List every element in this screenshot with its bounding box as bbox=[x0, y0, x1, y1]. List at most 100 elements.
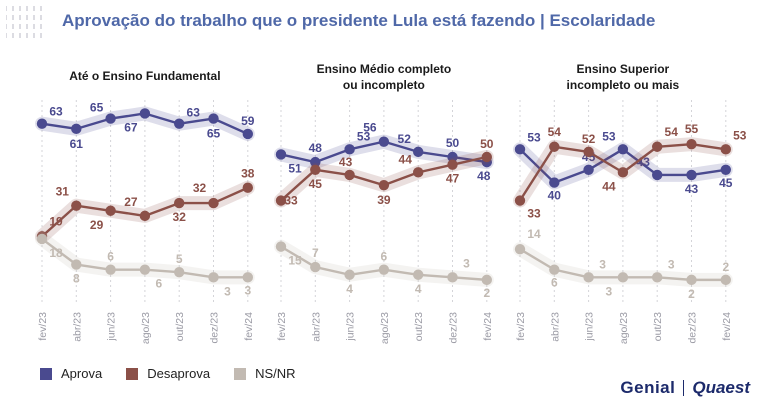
x-tick-label: dez/23 bbox=[687, 312, 699, 344]
data-label-desaprova: 38 bbox=[241, 167, 255, 181]
data-label-aprova: 50 bbox=[446, 136, 460, 150]
data-label-desaprova: 44 bbox=[602, 179, 616, 193]
data-point-desaprova bbox=[105, 205, 116, 216]
data-point-nsnr bbox=[617, 272, 629, 283]
data-label-desaprova: 54 bbox=[665, 125, 679, 139]
data-point-desaprova bbox=[617, 167, 629, 178]
data-label-desaprova: 52 bbox=[582, 132, 596, 146]
data-label-desaprova: 54 bbox=[548, 125, 562, 139]
quaest-logo: Quaest bbox=[692, 378, 750, 397]
data-point-desaprova bbox=[549, 141, 560, 152]
legend-label-desaprova: Desaprova bbox=[147, 366, 211, 381]
data-point-aprova bbox=[617, 144, 629, 155]
legend-swatch-aprova bbox=[40, 367, 52, 380]
logos: Genial Quaest bbox=[620, 378, 750, 398]
data-point-nsnr bbox=[447, 272, 458, 283]
legend-swatch-desaprova bbox=[126, 367, 139, 380]
data-label-desaprova: 32 bbox=[173, 210, 187, 224]
data-label-aprova: 63 bbox=[187, 106, 201, 120]
data-label-aprova: 45 bbox=[719, 176, 733, 190]
data-point-aprova bbox=[174, 118, 185, 129]
data-point-aprova bbox=[242, 128, 253, 140]
data-point-aprova bbox=[652, 169, 663, 181]
data-point-aprova bbox=[549, 177, 560, 188]
chart-title: Até o Ensino Fundamental bbox=[69, 69, 220, 83]
data-label-aprova: 53 bbox=[527, 130, 541, 144]
chart-panel-2: Ensino Médio completo ou incompleto fev/23… bbox=[274, 62, 494, 344]
data-label-desaprova: 45 bbox=[309, 177, 323, 191]
data-point-desaprova bbox=[174, 197, 185, 209]
legend-label-nsnr: NS/NR bbox=[255, 366, 296, 381]
data-label-aprova: 48 bbox=[477, 169, 491, 183]
x-tick-label: out/23 bbox=[413, 312, 425, 341]
data-point-nsnr bbox=[378, 264, 390, 275]
legend-swatch-nsnr bbox=[234, 367, 247, 380]
data-point-nsnr bbox=[174, 267, 185, 278]
data-label-nsnr: 2 bbox=[688, 287, 695, 301]
data-label-nsnr: 3 bbox=[668, 257, 675, 271]
data-label-aprova: 59 bbox=[241, 114, 255, 128]
data-point-desaprova bbox=[242, 182, 253, 193]
x-tick-label: out/23 bbox=[174, 312, 186, 341]
data-label-nsnr: 6 bbox=[381, 250, 388, 264]
data-point-aprova bbox=[514, 144, 526, 155]
data-point-aprova bbox=[720, 164, 731, 175]
genial-logo: Genial bbox=[620, 378, 676, 397]
data-point-aprova bbox=[344, 144, 355, 155]
data-label-aprova: 48 bbox=[309, 141, 323, 155]
data-label-nsnr: 3 bbox=[463, 256, 470, 270]
data-point-nsnr bbox=[105, 264, 116, 275]
x-tick-label: abr/23 bbox=[310, 312, 322, 342]
data-point-desaprova bbox=[71, 200, 82, 211]
x-tick-label: fev/24 bbox=[482, 312, 494, 341]
data-point-desaprova bbox=[413, 167, 424, 178]
x-tick-label: abr/23 bbox=[71, 312, 83, 342]
data-label-aprova: 53 bbox=[357, 129, 371, 143]
data-point-desaprova bbox=[344, 169, 355, 181]
x-tick-label: ago/23 bbox=[618, 312, 630, 344]
x-tick-label: abr/23 bbox=[549, 312, 561, 342]
legend-item-aprova: Aprova bbox=[40, 366, 102, 381]
data-label-desaprova: 33 bbox=[284, 194, 298, 208]
data-point-nsnr bbox=[481, 274, 492, 286]
data-label-aprova: 53 bbox=[602, 129, 616, 143]
data-label-nsnr: 4 bbox=[346, 282, 353, 296]
data-point-nsnr bbox=[208, 272, 219, 283]
x-tick-label: ago/23 bbox=[379, 312, 391, 344]
data-label-nsnr: 4 bbox=[415, 282, 422, 296]
chart-panel-1: Até o Ensino Fundamental fev/23 abr/23 jun/… bbox=[35, 69, 255, 344]
data-label-nsnr: 3 bbox=[599, 257, 606, 271]
data-point-aprova bbox=[105, 113, 116, 124]
data-label-nsnr: 3 bbox=[606, 284, 613, 298]
data-label-aprova: 63 bbox=[49, 105, 63, 119]
data-point-desaprova bbox=[447, 159, 458, 170]
data-label-desaprova: 55 bbox=[685, 122, 699, 136]
data-point-desaprova bbox=[481, 151, 492, 163]
data-point-nsnr bbox=[413, 269, 424, 280]
data-label-nsnr: 3 bbox=[224, 284, 231, 298]
data-point-aprova bbox=[686, 169, 697, 181]
data-label-aprova: 65 bbox=[90, 101, 104, 115]
data-label-desaprova: 47 bbox=[446, 172, 460, 186]
data-label-desaprova: 50 bbox=[480, 137, 494, 151]
data-point-desaprova bbox=[275, 195, 287, 206]
legend-label-aprova: Aprova bbox=[61, 366, 103, 381]
x-tick-label: fev/24 bbox=[243, 312, 255, 341]
data-point-aprova bbox=[139, 108, 151, 119]
data-label-desaprova: 43 bbox=[339, 155, 353, 169]
x-tick-label: jun/23 bbox=[345, 312, 357, 342]
data-point-desaprova bbox=[514, 195, 526, 206]
data-label-nsnr: 6 bbox=[156, 277, 163, 291]
data-label-aprova: 56 bbox=[363, 121, 377, 135]
data-point-nsnr bbox=[549, 264, 560, 275]
data-point-aprova bbox=[378, 136, 390, 147]
data-point-nsnr bbox=[514, 243, 526, 255]
logo-separator bbox=[683, 380, 685, 396]
x-tick-label: dez/23 bbox=[448, 312, 460, 344]
legend: Aprova Desaprova NS/NR bbox=[40, 366, 296, 381]
x-tick-label: fev/24 bbox=[721, 312, 733, 341]
data-label-nsnr: 6 bbox=[107, 250, 114, 264]
data-label-desaprova: 32 bbox=[193, 181, 207, 195]
data-label-nsnr: 7 bbox=[312, 246, 319, 260]
